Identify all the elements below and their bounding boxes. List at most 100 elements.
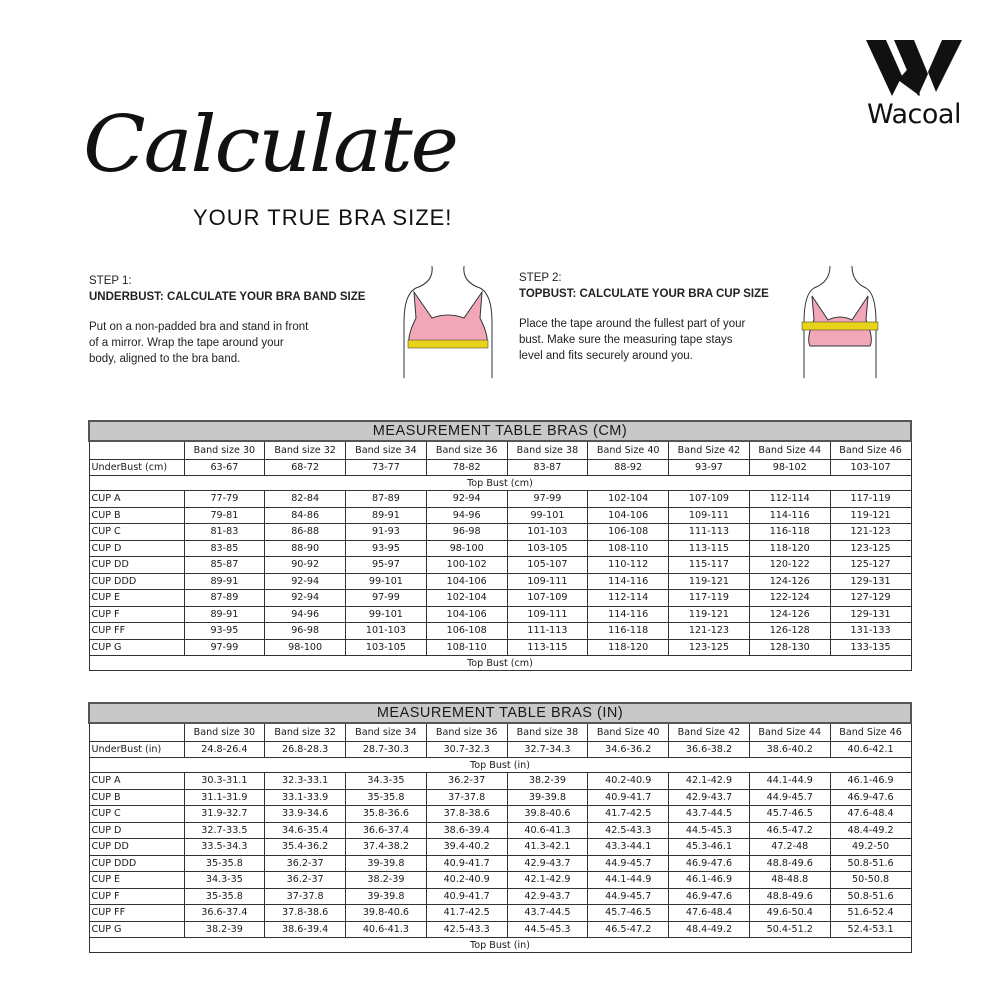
table-cell: 99-101 (345, 572, 427, 590)
table-cell: 118-120 (748, 539, 831, 557)
table-cell: 128-130 (748, 638, 831, 656)
table-cell: 38.6-39.4 (425, 821, 508, 839)
column-header: Band size 38 (506, 722, 589, 742)
table-cell: 42.1-42.9 (506, 871, 589, 889)
table-cell: 42.9-43.7 (506, 854, 589, 872)
calculate-script-heading: Calculate (83, 100, 459, 190)
table-row: CUP DDD 35-35.8 36.2-37 39-39.8 40.9-41.7 42.… (88, 854, 912, 872)
table-cell: 83-87 (506, 458, 589, 476)
table-cell: 114-116 (748, 506, 831, 524)
row-label: CUP DD (88, 838, 185, 856)
table-cell: 44.9-45.7 (748, 788, 831, 806)
table-cell: 30.3-31.1 (183, 772, 266, 790)
table-cell: 40.9-41.7 (425, 854, 508, 872)
table-cell: 32.7-34.3 (506, 740, 589, 758)
table-cell: 50.8-51.6 (829, 854, 912, 872)
row-label: CUP A (88, 490, 185, 508)
table-cell: 98-100 (264, 638, 347, 656)
table-cell: 42.5-43.3 (587, 821, 670, 839)
footer-label: Top Bust (in) (88, 937, 912, 953)
table-cell: 35.4-36.2 (264, 838, 347, 856)
row-label: CUP G (88, 920, 185, 938)
table-cell: 45.3-46.1 (668, 838, 750, 856)
table-cell: 102-104 (425, 589, 508, 607)
table-cell: 44.9-45.7 (587, 854, 670, 872)
table-cell: 35-35.8 (345, 788, 427, 806)
table-cell: 41.3-42.1 (506, 838, 589, 856)
table-cell: 117-119 (829, 490, 912, 508)
table-cell: 104-106 (425, 605, 508, 623)
row-label: CUP FF (88, 904, 185, 922)
table-row: CUP DD 85-87 90-92 95-97 100-102 105-107 110-1… (88, 556, 912, 574)
column-header: Band Size 44 (748, 722, 831, 742)
table-cell: 41.7-42.5 (425, 904, 508, 922)
table-cell: 92-94 (425, 490, 508, 508)
table-row: CUP D 32.7-33.5 34.6-35.4 36.6-37.4 38.6-39.… (88, 821, 912, 839)
table-cell: 41.7-42.5 (587, 805, 670, 823)
table-cell: 97-99 (506, 490, 589, 508)
column-header: Band size 32 (264, 722, 347, 742)
column-header: Band Size 40 (587, 440, 670, 460)
table-cell: 37.8-38.6 (425, 805, 508, 823)
table-cell: 107-109 (668, 490, 750, 508)
table-cell: 36.6-38.2 (668, 740, 750, 758)
table-cell: 81-83 (183, 523, 266, 541)
table-cell: 36.2-37 (425, 772, 508, 790)
table-cell: 129-131 (829, 572, 912, 590)
section-label-row: Top Bust (cm) (88, 475, 912, 491)
table-cell: 88-92 (587, 458, 670, 476)
table-title: MEASUREMENT TABLE BRAS (CM) (88, 420, 912, 442)
table-cell: 48.4-49.2 (829, 821, 912, 839)
table-title-row: MEASUREMENT TABLE BRAS (CM) (88, 420, 912, 442)
table-cell: 34.6-36.2 (587, 740, 670, 758)
table-cell: 120-122 (748, 556, 831, 574)
table-cell: 43.3-44.1 (587, 838, 670, 856)
underbust-row: UnderBust (cm) 63-67 68-72 73-77 78-82 83-87 8… (88, 458, 912, 476)
table-cell: 124-126 (748, 605, 831, 623)
row-label: CUP FF (88, 622, 185, 640)
table-row: CUP F 89-91 94-96 99-101 104-106 109-111 114-1… (88, 605, 912, 623)
table-cell: 115-117 (668, 556, 750, 574)
table-cell: 97-99 (345, 589, 427, 607)
column-header: Band Size 40 (587, 722, 670, 742)
column-header: Band size 30 (183, 722, 266, 742)
table-cell: 98-100 (425, 539, 508, 557)
topbust-illustration-icon (801, 265, 879, 378)
table-cell: 36.2-37 (264, 871, 347, 889)
table-cell: 102-104 (587, 490, 670, 508)
table-cell: 37.8-38.6 (264, 904, 347, 922)
table-cell: 96-98 (425, 523, 508, 541)
table-cell: 95-97 (345, 556, 427, 574)
step-1: STEP 1: UNDERBUST: CALCULATE YOUR BRA BA… (89, 273, 365, 367)
table-cell: 46.1-46.9 (829, 772, 912, 790)
table-cell: 87-89 (345, 490, 427, 508)
header-row: Band size 30 Band size 32 Band size 34 Band… (88, 722, 912, 742)
table-cell: 49.6-50.4 (748, 904, 831, 922)
table-cell: 39-39.8 (345, 887, 427, 905)
table-cell: 107-109 (506, 589, 589, 607)
table-row: CUP E 34.3-35 36.2-37 38.2-39 40.2-40.9 42.1-… (88, 871, 912, 889)
table-cell: 89-91 (345, 506, 427, 524)
table-cell: 108-110 (425, 638, 508, 656)
table-cell: 46.9-47.6 (668, 887, 750, 905)
table-cell: 114-116 (587, 572, 670, 590)
table-cell: 79-81 (183, 506, 266, 524)
table-cell: 133-135 (829, 638, 912, 656)
table-cell: 42.9-43.7 (668, 788, 750, 806)
table-cell: 47.6-48.4 (829, 805, 912, 823)
table-row: CUP FF 36.6-37.4 37.8-38.6 39.8-40.6 41.7-42… (88, 904, 912, 922)
table-cell: 125-127 (829, 556, 912, 574)
table-cell: 92-94 (264, 572, 347, 590)
table-cell: 43.7-44.5 (506, 904, 589, 922)
table-cell: 35.8-36.6 (345, 805, 427, 823)
table-cell: 92-94 (264, 589, 347, 607)
table-cell: 36.6-37.4 (345, 821, 427, 839)
table-cell: 85-87 (183, 556, 266, 574)
wacoal-logo: Wacoal (858, 36, 970, 130)
column-header: Band size 32 (264, 440, 347, 460)
footer-label: Top Bust (cm) (88, 655, 912, 671)
row-label: CUP B (88, 788, 185, 806)
table-cell: 28.7-30.3 (345, 740, 427, 758)
table-cell: 33.9-34.6 (264, 805, 347, 823)
table-cell: 44.1-44.9 (587, 871, 670, 889)
